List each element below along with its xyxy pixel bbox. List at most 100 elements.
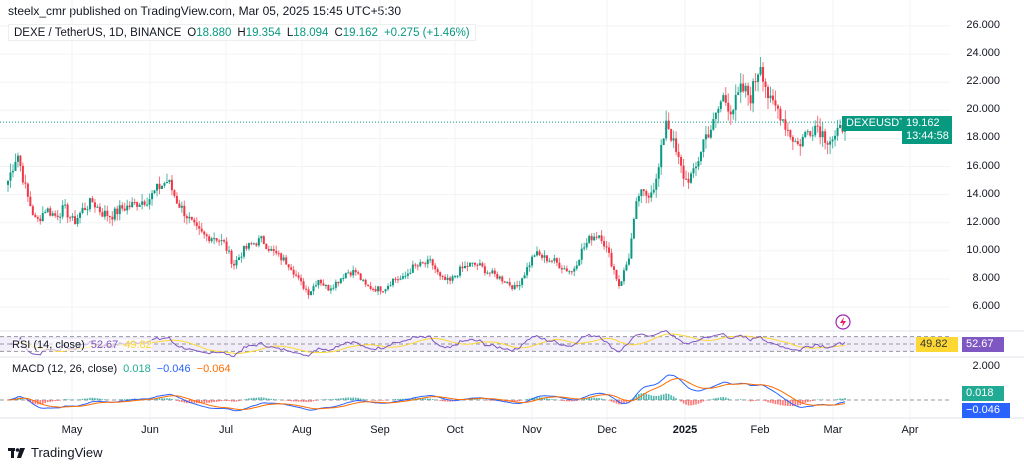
macd-histogram-bar	[332, 399, 335, 400]
candle-body	[106, 210, 109, 217]
rsi-legend[interactable]: RSI (14, close) 52.67 49.82	[12, 339, 152, 351]
macd-histogram-bar	[168, 398, 171, 400]
candle-body	[59, 216, 62, 218]
candle-body	[786, 129, 789, 131]
candle-body	[416, 265, 419, 267]
macd-histogram-bar	[511, 400, 513, 402]
candle-body	[694, 166, 697, 169]
candle-body	[478, 263, 481, 266]
candle-body	[260, 236, 263, 239]
candle-body	[508, 282, 511, 286]
candle-body	[93, 202, 96, 208]
candle-body	[419, 262, 422, 267]
macd-histogram-bar	[787, 400, 789, 406]
candle-body	[29, 196, 32, 207]
macd-histogram-bar	[198, 400, 201, 404]
tradingview-logo-icon	[8, 447, 25, 458]
price-axis-label: 24.000	[966, 47, 1000, 60]
macd-histogram-bar	[312, 400, 315, 402]
macd-histogram-bar	[340, 398, 342, 400]
price-axis-label: 12.000	[966, 215, 1000, 228]
macd-histogram-bar	[171, 399, 173, 400]
macd-histogram-bar	[615, 400, 618, 404]
macd-histogram-bar	[156, 398, 158, 400]
candle-body	[466, 265, 469, 267]
candle-body	[769, 95, 772, 99]
macd-histogram-bar	[210, 400, 213, 403]
candle-body	[657, 167, 660, 179]
macd-histogram-bar	[215, 400, 218, 402]
candle-body	[831, 139, 834, 142]
macd-histogram-bar	[374, 400, 377, 401]
candle-body	[297, 275, 300, 278]
price-axis-label: 10.000	[966, 243, 1000, 256]
macd-histogram-bar	[548, 398, 551, 400]
macd-histogram-bar	[670, 395, 672, 400]
macd-histogram-bar	[479, 399, 481, 400]
candle-body	[141, 201, 144, 205]
candle-body	[344, 272, 347, 279]
candle-body	[193, 219, 196, 223]
candle-body	[739, 83, 742, 93]
candle-body	[446, 277, 449, 280]
candle-body	[71, 216, 74, 218]
macd-histogram-bar	[228, 400, 230, 401]
macd-histogram-bar	[56, 400, 59, 401]
candle-body	[754, 81, 757, 83]
candle-body	[796, 141, 799, 145]
macd-histogram-bar	[297, 400, 300, 402]
macd-histogram-bar	[235, 400, 238, 402]
candle-body	[699, 151, 702, 162]
macd-histogram-bar	[675, 398, 677, 400]
macd-histogram-bar	[610, 400, 613, 402]
candle-body	[168, 179, 171, 183]
candle-body	[819, 126, 822, 138]
candle-body	[518, 284, 521, 287]
candle-body	[26, 183, 29, 197]
macd-legend[interactable]: MACD (12, 26, close) 0.018 −0.046 −0.064	[12, 363, 231, 375]
candle-body	[411, 264, 414, 273]
candle-body	[516, 285, 519, 287]
candle-body	[235, 260, 238, 266]
macd-histogram-bar	[91, 397, 94, 400]
candle-body	[468, 262, 471, 267]
candle-body	[762, 67, 765, 82]
macd-histogram-bar	[769, 400, 772, 403]
candle-body	[203, 231, 206, 235]
macd-histogram-bar	[739, 399, 742, 400]
macd-histogram-bar	[322, 399, 325, 400]
lightning-icon[interactable]	[835, 314, 851, 330]
time-axis-label: Aug	[292, 424, 312, 436]
macd-histogram-bar	[620, 400, 623, 405]
macd-histogram-bar	[424, 398, 427, 400]
time-axis-label: Apr	[901, 424, 919, 436]
price-axis-label: 20.000	[966, 103, 1000, 116]
macd-histogram-bar	[330, 399, 332, 400]
macd-histogram-bar	[712, 398, 715, 400]
rsi-value: 52.67	[90, 339, 119, 351]
macd-histogram-bar	[158, 398, 161, 400]
candle-body	[829, 141, 832, 145]
candle-body	[391, 278, 394, 286]
candle-body	[66, 204, 69, 218]
macd-histogram-bar	[585, 398, 588, 400]
brand-name: TradingView	[31, 445, 103, 460]
candle-body	[302, 281, 305, 289]
candle-body	[46, 208, 49, 213]
candle-body	[362, 279, 365, 281]
macd-histogram-bar	[327, 399, 330, 400]
symbol-title[interactable]: DEXE / TetherUS, 1D, BINANCE	[14, 26, 182, 39]
candle-body	[839, 124, 842, 128]
macd-histogram-bar	[86, 398, 89, 400]
candle-body	[108, 216, 111, 218]
macd-histogram-bar	[258, 397, 260, 400]
time-axis-label: Sep	[370, 424, 390, 436]
open-value: 18.880	[196, 26, 232, 39]
time-axis-label: Mar	[823, 424, 843, 436]
macd-histogram-bar	[307, 400, 310, 403]
candle-body	[180, 205, 183, 208]
candle-body	[61, 205, 64, 217]
tradingview-logo[interactable]: TradingView	[8, 445, 103, 460]
candle-body	[183, 205, 186, 217]
